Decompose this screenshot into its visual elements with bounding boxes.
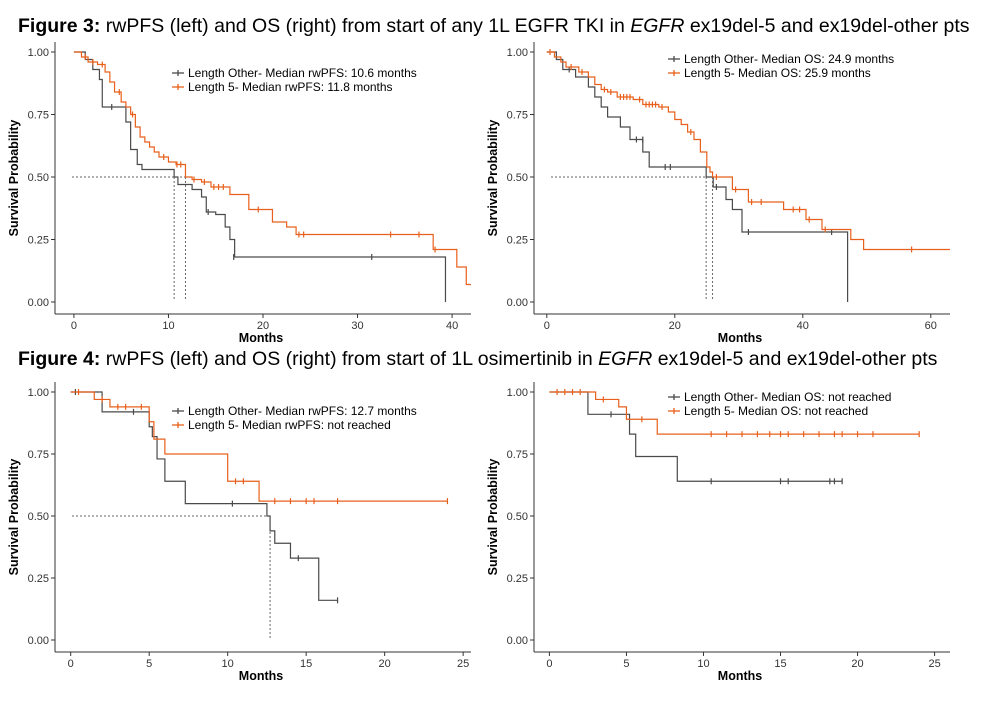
- km-curve-other: [70, 391, 338, 601]
- y-tick-label: 0.25: [507, 573, 528, 585]
- x-tick-label: 0: [71, 320, 77, 332]
- y-tick-label: 0.00: [28, 635, 49, 647]
- y-tick-label: 0.75: [28, 110, 49, 122]
- figure-4-text-a: rwPFS (left) and OS (right) from start o…: [100, 348, 599, 370]
- y-axis-label: Survival Probability: [486, 120, 500, 237]
- x-tick-label: 15: [774, 658, 786, 670]
- legend-label-other: Length Other- Median OS: not reached: [684, 390, 891, 404]
- figure-3-label: Figure 3:: [18, 15, 101, 37]
- legend-label-other: Length Other- Median OS: 24.9 months: [684, 52, 894, 66]
- figure-4-gene: EGFR: [598, 348, 653, 370]
- figure-4-label: Figure 4:: [18, 348, 101, 370]
- x-axis-label: Months: [239, 669, 283, 683]
- legend-label-five: Length 5- Median OS: not reached: [684, 404, 868, 418]
- y-tick-label: 0.50: [28, 172, 49, 184]
- x-tick-label: 0: [546, 658, 552, 670]
- y-axis-label: Survival Probability: [486, 459, 500, 576]
- x-tick-label: 40: [797, 320, 809, 332]
- figure-4-title: Figure 4: rwPFS (left) and OS (right) fr…: [18, 348, 937, 371]
- y-tick-label: 0.00: [507, 297, 528, 309]
- km-curve-other: [549, 391, 843, 482]
- y-tick-label: 0.50: [507, 172, 528, 184]
- legend-label-other: Length Other- Median rwPFS: 12.7 months: [188, 404, 417, 418]
- x-tick-label: 0: [544, 320, 550, 332]
- x-tick-label: 5: [623, 658, 629, 670]
- figure-3-gene: EGFR: [630, 15, 685, 37]
- x-tick-label: 10: [697, 658, 709, 670]
- x-tick-label: 0: [68, 658, 74, 670]
- km-curve-other: [546, 51, 849, 302]
- x-tick-label: 60: [925, 320, 937, 332]
- x-tick-label: 10: [222, 658, 234, 670]
- chart-fig4-right: 0.00 0.25 0.50 0.75 1.00 0 5 10 15 20 25 Months Surv…: [486, 382, 950, 683]
- y-axis-label: Survival Probability: [7, 459, 21, 576]
- x-axis-label: Months: [718, 669, 762, 683]
- km-curve-five: [546, 51, 950, 251]
- chart-fig4-left: 0.00 0.25 0.50 0.75 1.00 0 5 10 15 20 25 Months Surv…: [7, 382, 471, 683]
- x-tick-label: 20: [851, 658, 863, 670]
- chart-fig3-right: 0.00 0.25 0.50 0.75 1.00 0 20 40 60 Months Surviva…: [486, 42, 950, 345]
- x-tick-label: 15: [300, 658, 312, 670]
- legend-label-other: Length Other- Median rwPFS: 10.6 months: [188, 66, 417, 80]
- x-tick-label: 20: [379, 658, 391, 670]
- km-curve-other: [73, 51, 447, 302]
- legend-label-five: Length 5- Median rwPFS: not reached: [188, 418, 391, 432]
- y-axis-label: Survival Probability: [7, 120, 21, 237]
- x-axis-label: Months: [239, 331, 283, 345]
- y-tick-label: 0.50: [28, 511, 49, 523]
- y-tick-label: 0.25: [28, 573, 49, 585]
- x-tick-label: 30: [351, 320, 363, 332]
- x-tick-label: 10: [162, 320, 174, 332]
- y-tick-label: 0.25: [28, 235, 49, 247]
- y-tick-label: 0.75: [507, 449, 528, 461]
- x-tick-label: 25: [457, 658, 469, 670]
- figure-4-text-b: ex19del-5 and ex19del-other pts: [652, 348, 938, 370]
- y-tick-label: 1.00: [507, 47, 528, 59]
- legend-label-five: Length 5- Median OS: 25.9 months: [684, 66, 871, 80]
- y-tick-label: 0.00: [28, 297, 49, 309]
- y-tick-label: 0.75: [28, 449, 49, 461]
- y-tick-label: 1.00: [28, 47, 49, 59]
- figure-3-title: Figure 3: rwPFS (left) and OS (right) fr…: [18, 15, 970, 38]
- chart-fig3-left: 0.00 0.25 0.50 0.75 1.00 0 10 20 30 40 Months Survi…: [7, 42, 471, 345]
- x-tick-label: 40: [446, 320, 458, 332]
- y-tick-label: 0.00: [507, 635, 528, 647]
- km-curve-five: [73, 51, 471, 286]
- legend-label-five: Length 5- Median rwPFS: 11.8 months: [188, 80, 393, 94]
- y-tick-label: 0.25: [507, 235, 528, 247]
- y-tick-label: 1.00: [507, 387, 528, 399]
- x-axis-label: Months: [718, 331, 762, 345]
- x-tick-label: 20: [669, 320, 681, 332]
- figure-3-text-b: ex19del-5 and ex19del-other pts: [684, 15, 970, 37]
- x-tick-label: 25: [928, 658, 940, 670]
- km-curve-five: [549, 391, 920, 435]
- x-tick-label: 20: [257, 320, 269, 332]
- x-tick-label: 5: [146, 658, 152, 670]
- y-tick-label: 0.75: [507, 110, 528, 122]
- y-tick-label: 0.50: [507, 511, 528, 523]
- y-tick-label: 1.00: [28, 387, 49, 399]
- figure-3-text-a: rwPFS (left) and OS (right) from start o…: [100, 15, 631, 37]
